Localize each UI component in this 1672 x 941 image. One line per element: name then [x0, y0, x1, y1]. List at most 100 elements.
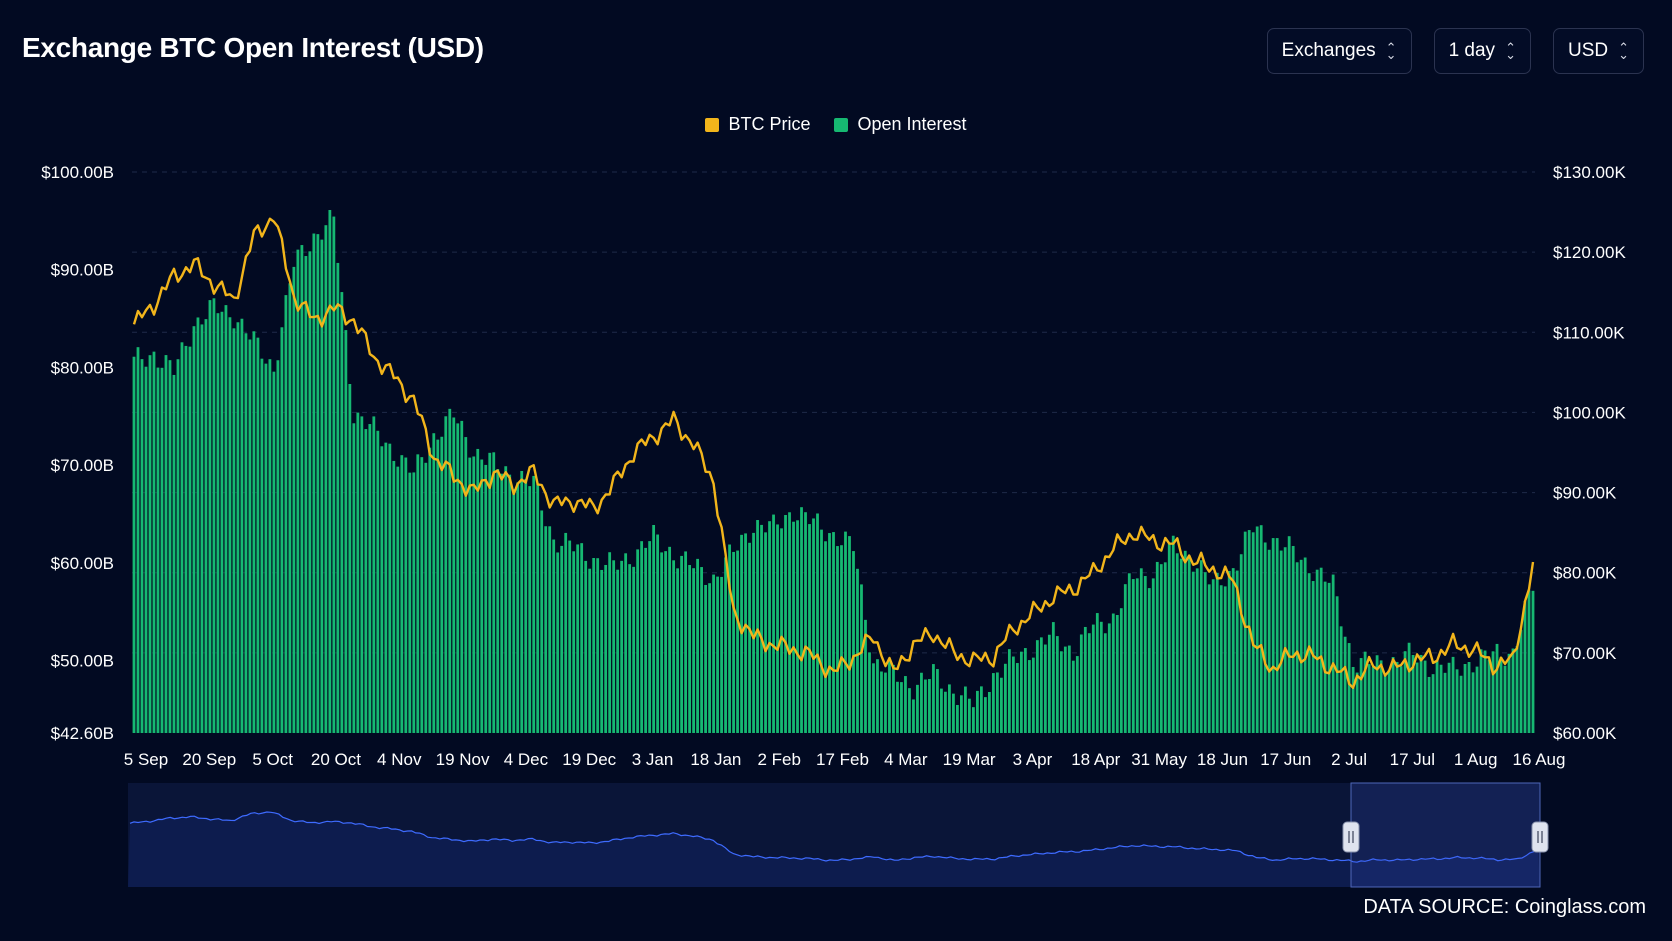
open-interest-bar	[968, 698, 971, 733]
open-interest-bar	[975, 690, 979, 733]
open-interest-bar	[1035, 640, 1039, 733]
open-interest-bar	[1055, 636, 1059, 733]
open-interest-bar	[760, 524, 763, 733]
y-right-tick-label: $70.00K	[1553, 644, 1617, 663]
open-interest-bar	[280, 327, 284, 733]
open-interest-bar	[1519, 629, 1523, 733]
open-interest-bar	[1263, 542, 1267, 733]
open-interest-bar	[852, 551, 855, 733]
open-interest-bar	[932, 664, 935, 733]
open-interest-bar	[800, 507, 803, 733]
open-interest-bar	[1339, 626, 1343, 733]
x-tick-label: 18 Jan	[690, 750, 741, 769]
open-interest-bar	[864, 619, 867, 733]
open-interest-bar	[544, 526, 548, 733]
open-interest-bar	[1071, 660, 1075, 733]
open-interest-bar	[1515, 646, 1519, 733]
navigator-selection[interactable]	[1350, 782, 1541, 888]
currency-select[interactable]: USD ⌃ ⌄	[1552, 28, 1644, 74]
open-interest-bar	[136, 347, 140, 733]
open-interest-bar	[1159, 564, 1163, 733]
open-interest-bar	[1235, 570, 1239, 733]
open-interest-bar	[676, 568, 680, 733]
x-tick-label: 17 Feb	[816, 750, 869, 769]
open-interest-bar	[1283, 547, 1287, 733]
open-interest-bar	[160, 367, 164, 733]
open-interest-bar	[556, 552, 560, 733]
open-interest-bar	[672, 560, 676, 733]
navigator-handle-right[interactable]	[1531, 821, 1549, 853]
open-interest-bar	[1475, 666, 1479, 733]
open-interest-bar	[780, 528, 783, 733]
open-interest-bar	[684, 551, 688, 733]
open-interest-bar	[812, 518, 815, 733]
open-interest-bar	[232, 328, 236, 733]
open-interest-bar	[1483, 650, 1487, 733]
open-interest-bar	[276, 360, 280, 733]
open-interest-bar	[236, 322, 240, 733]
open-interest-bar	[1275, 538, 1279, 733]
open-interest-bar	[1331, 574, 1335, 733]
open-interest-bar	[216, 313, 220, 733]
open-interest-bar	[1523, 600, 1527, 733]
open-interest-bar	[376, 430, 380, 733]
open-interest-bar	[1143, 576, 1147, 733]
open-interest-bar	[204, 319, 208, 733]
x-tick-label: 4 Mar	[884, 750, 928, 769]
open-interest-bar	[1095, 613, 1099, 733]
open-interest-bar	[1447, 662, 1451, 733]
open-interest-bar	[1439, 664, 1443, 733]
open-interest-bar	[716, 576, 719, 733]
open-interest-bar	[268, 359, 272, 733]
open-interest-bar	[588, 568, 592, 733]
data-source-label: DATA SOURCE: Coinglass.com	[1363, 896, 1646, 918]
open-interest-bar	[228, 317, 232, 733]
open-interest-bar	[1227, 570, 1231, 733]
open-interest-bar	[1111, 613, 1115, 733]
open-interest-bar	[1191, 571, 1195, 733]
open-interest-bar	[328, 210, 332, 734]
open-interest-bar	[1259, 525, 1263, 733]
open-interest-bar	[1359, 658, 1363, 733]
chart-legend: BTC Price Open Interest	[0, 114, 1672, 135]
legend-item-btc-price[interactable]: BTC Price	[705, 114, 810, 135]
open-interest-bar	[500, 473, 504, 733]
open-interest-bar	[756, 520, 759, 733]
open-interest-bar	[1091, 624, 1095, 733]
open-interest-bar	[372, 416, 376, 733]
legend-item-open-interest[interactable]: Open Interest	[834, 114, 967, 135]
open-interest-bar	[1151, 578, 1155, 733]
open-interest-bar	[1487, 659, 1491, 733]
open-interest-bar	[1195, 568, 1199, 733]
legend-swatch-open-interest	[834, 117, 849, 132]
open-interest-bar	[1063, 646, 1067, 733]
open-interest-bar	[192, 326, 196, 733]
open-interest-bar	[1179, 558, 1183, 733]
open-interest-bar	[212, 298, 216, 733]
open-interest-bar	[748, 542, 751, 733]
sort-arrows-icon: ⌃ ⌄	[1505, 40, 1516, 62]
open-interest-bar	[964, 686, 967, 733]
open-interest-bar	[1067, 645, 1071, 733]
open-interest-bar	[724, 557, 727, 733]
open-interest-bar	[1027, 660, 1031, 733]
open-interest-bar	[348, 383, 352, 733]
open-interest-bar	[1383, 675, 1387, 733]
open-interest-bar	[1203, 572, 1207, 733]
open-interest-bar	[840, 545, 843, 733]
open-interest-bar	[1139, 568, 1143, 733]
open-interest-bar	[768, 521, 771, 733]
open-interest-bar	[844, 531, 847, 733]
open-interest-bar	[1327, 582, 1331, 733]
open-interest-bar	[848, 536, 851, 733]
open-interest-bar	[1187, 558, 1191, 733]
open-interest-bar	[420, 457, 424, 733]
interval-select[interactable]: 1 day ⌃ ⌄	[1433, 28, 1531, 74]
exchanges-select[interactable]: Exchanges ⌃ ⌄	[1266, 28, 1412, 74]
navigator-handle-left[interactable]	[1342, 821, 1360, 853]
open-interest-bar	[732, 551, 735, 733]
open-interest-bar	[504, 466, 508, 733]
open-interest-bar	[488, 452, 492, 733]
open-interest-bar	[416, 454, 420, 733]
